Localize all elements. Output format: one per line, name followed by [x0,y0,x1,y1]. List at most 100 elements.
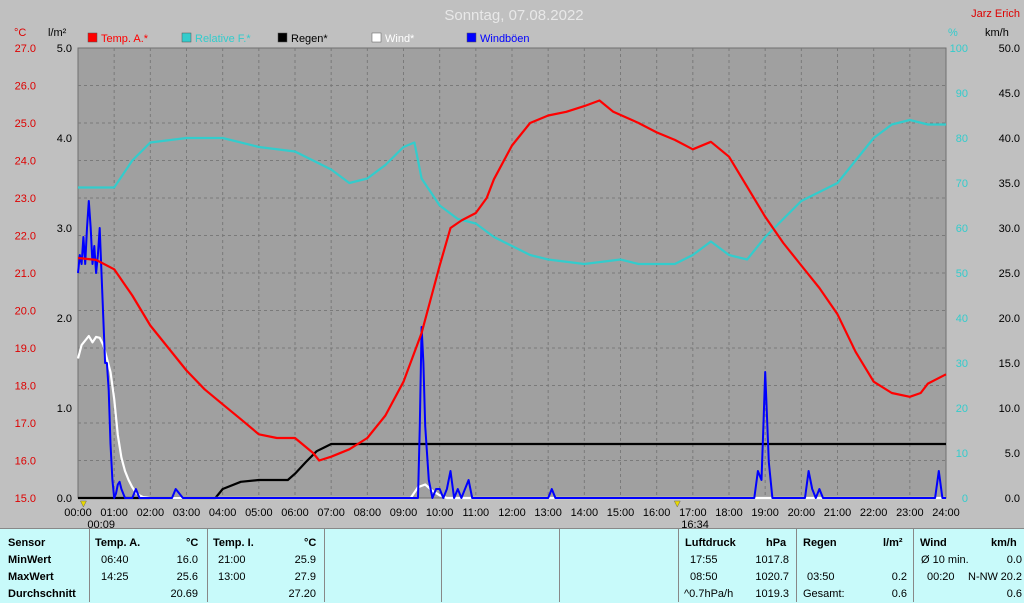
legend-swatch [277,32,288,43]
grid-lines [78,48,946,498]
kmh-tick-label: 50.0 [999,43,1020,55]
x-tick-label: 06:00 [281,507,309,519]
wind-max-direction: N-NW [968,571,998,583]
temp-i-max-time: 13:00 [218,571,246,583]
x-tick-label: 10:00 [426,507,454,519]
percent-tick-label: 10 [956,448,968,460]
rain-total: 0.6 [891,588,907,600]
celsius-tick-label: 19.0 [15,343,36,355]
series-line-relative-f- [78,118,946,266]
time-marker-label: 00:09 [87,519,115,528]
kmh-tick-label: 0.0 [1005,493,1020,505]
temp-i-header: Temp. I. [213,537,254,549]
x-tick-label: 03:00 [173,507,201,519]
celsius-tick-label: 23.0 [15,193,36,205]
celsius-tick-label: 16.0 [15,456,36,468]
wind-max: 20.2 [1000,571,1022,583]
rain-unit-label: l/m² [48,27,67,39]
pressure-unit: hPa [766,537,787,549]
x-tick-label: 18:00 [715,507,743,519]
kmh-tick-label: 40.0 [999,133,1020,145]
pressure-min-time: 17:55 [690,554,718,566]
time-marker-label: 16:34 [681,519,709,528]
celsius-tick-label: 17.0 [15,418,36,430]
chart-author: Jarz Erich [971,8,1020,20]
time-marker-icon [673,500,681,508]
legend-swatch [371,32,382,43]
chart-title: Sonntag, 07.08.2022 [444,7,583,24]
x-tick-label: 04:00 [209,507,237,519]
series-line-windb-en [77,200,946,499]
pressure-max: 1020.7 [755,571,789,583]
x-tick-label: 13:00 [534,507,562,519]
celsius-tick-label: 22.0 [15,231,36,243]
rain-unit: l/m² [883,537,903,549]
temp-a-max: 25.6 [176,571,198,583]
x-tick-label: 22:00 [860,507,888,519]
kmh-tick-label: 15.0 [999,358,1020,370]
table-divider [559,528,560,602]
wind-avg: 0.6 [1006,588,1022,600]
temp-a-header: Temp. A. [95,537,141,549]
table-divider [324,528,325,602]
wind-max-time: 00:20 [927,571,955,583]
x-tick-label: 23:00 [896,507,924,519]
series-line-temp-a- [77,99,947,462]
kmh-tick-label: 35.0 [999,178,1020,190]
percent-tick-label: 90 [956,88,968,100]
x-tick-label: 24:00 [932,507,960,519]
percent-tick-label: 40 [956,313,968,325]
celsius-tick-label: 24.0 [15,156,36,168]
x-tick-label: 05:00 [245,507,273,519]
series-line-regen- [78,442,946,500]
x-tick-label: 21:00 [824,507,852,519]
rain-tick-label: 5.0 [57,43,72,55]
celsius-tick-label: 25.0 [15,118,36,130]
x-tick-label: 16:00 [643,507,671,519]
percent-unit-label: % [948,27,958,39]
temp-a-min-time: 06:40 [101,554,129,566]
kmh-tick-label: 30.0 [999,223,1020,235]
kmh-tick-label: 10.0 [999,403,1020,415]
legend-swatch [181,32,192,43]
percent-tick-label: 80 [956,133,968,145]
x-tick-label: 01:00 [100,507,128,519]
table-divider [913,528,914,602]
pressure-max-time: 08:50 [690,571,718,583]
legend: Temp. A.* Relative F.* Regen* Wind* Windböen [87,32,530,45]
x-tick-label: 02:00 [137,507,165,519]
legend-swatch [466,32,477,43]
time-marker-icon [80,500,87,508]
x-tick-label: 15:00 [607,507,635,519]
temp-a-avg: 20.69 [170,588,198,600]
celsius-unit-label: °C [14,27,26,39]
kmh-tick-label: 45.0 [999,88,1020,100]
celsius-tick-label: 27.0 [15,43,36,55]
celsius-tick-label: 21.0 [15,268,36,280]
wind-unit: km/h [991,537,1017,549]
x-tick-label: 08:00 [354,507,382,519]
kmh-unit-label: km/h [985,27,1009,39]
x-tick-label: 14:00 [571,507,599,519]
table-divider [207,528,208,602]
x-tick-label: 19:00 [751,507,779,519]
x-tick-label: 11:00 [462,507,489,519]
temp-i-min-time: 21:00 [218,554,246,566]
pressure-header: Luftdruck [685,537,736,549]
x-tick-label: 17:00 [679,507,707,519]
celsius-tick-label: 18.0 [15,381,36,393]
percent-tick-label: 60 [956,223,968,235]
kmh-tick-label: 25.0 [999,268,1020,280]
table-divider [441,528,442,602]
celsius-tick-label: 15.0 [15,493,36,505]
pressure-trend: ^0.7hPa/h [684,588,734,600]
axis-ticks: 00:00 01:00 02:00 03:00 04:00 05:00 06:00 07:00… [15,43,1020,528]
pressure-avg: 1019.3 [755,588,789,600]
x-tick-label: 07:00 [317,507,345,519]
percent-tick-label: 50 [956,268,968,280]
statistics-table: Sensor Temp. A. °C Temp. I. °C Luftdruck… [0,528,1024,603]
legend-label: Wind* [385,33,415,45]
table-divider [89,528,90,602]
pressure-min: 1017.8 [755,554,789,566]
temp-a-min: 16.0 [176,554,198,566]
